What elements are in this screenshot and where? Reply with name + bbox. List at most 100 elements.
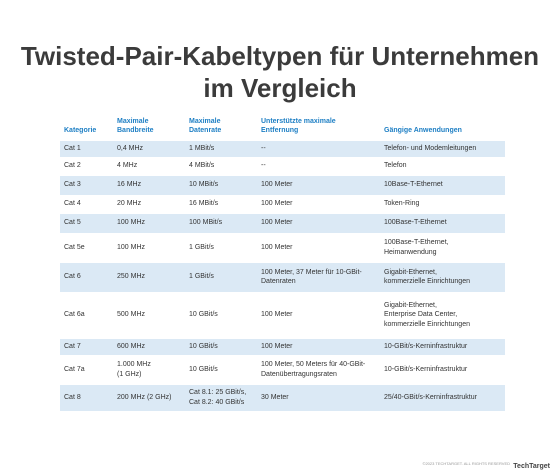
logo: TechTarget [513, 463, 550, 470]
cell-line: Datenrate [189, 127, 222, 134]
table-cell: 10-GBit/s-Kerninfrastruktur [380, 338, 505, 355]
cell-line: Enterprise Data Center, [384, 311, 458, 319]
table-cell: 100 Meter [261, 200, 293, 208]
table-cell: 1.000 MHz (1 GHz) [113, 355, 185, 384]
table-cell: 25/40-GBit/s-Kerninfrastruktur [380, 384, 505, 411]
column-header: Unterstützte maximale Entfernung [257, 112, 380, 140]
table-cell: 1 GBit/s [189, 243, 214, 251]
table-cell: 1 MBit/s [185, 140, 257, 157]
table-row: Cat 6a 500 MHz 10 GBit/s 100 Meter Gigabit-E… [60, 292, 505, 338]
column-header: Gängige Anwendungen [384, 127, 462, 134]
table-cell: 0,4 MHz [113, 140, 185, 157]
table-cell: 100Base-T-Ethernet, Heimanwendung [380, 233, 505, 262]
table-cell: 100 Meter [257, 175, 380, 195]
table-cell: 16 MBit/s [189, 200, 219, 208]
cell-line: Gigabit-Ethernet, [384, 301, 437, 309]
table-row: Cat 3 16 MHz 10 MBit/s 100 Meter 10Base-T-Et… [60, 175, 505, 195]
header-row: Kategorie Maximale Bandbreite Maximale Daten… [60, 112, 505, 140]
cell-line: 1.000 MHz [117, 361, 151, 368]
table-cell: Cat 6a [64, 311, 85, 319]
cell-line: Heimanwendung [384, 248, 437, 256]
table-cell: 10 GBit/s [185, 338, 257, 355]
table-cell: Token-Ring [384, 200, 420, 208]
cell-line: 100 Meter, 50 Meters für 40-GBit- [261, 361, 366, 368]
table-row: Cat 8 200 MHz (2 GHz) Cat 8.1: 25 GBit/s, C… [60, 384, 505, 411]
column-header: Kategorie [64, 127, 97, 134]
table-cell: Telefon [384, 162, 407, 170]
cell-line: Datenraten [261, 278, 296, 285]
table-cell: 30 Meter [257, 384, 380, 411]
table-cell: 10Base-T-Ethernet [380, 175, 505, 195]
cell-line: Unterstützte maximale [261, 117, 336, 125]
title-line: im Vergleich [203, 73, 357, 103]
table-row: Cat 1 0,4 MHz 1 MBit/s -- Telefon- und Modem… [60, 140, 505, 157]
table-cell: 10-GBit/s-Kerninfrastruktur [384, 365, 468, 373]
table-cell: 100 Meter [261, 311, 293, 319]
table-row: Cat 5e 100 MHz 1 GBit/s 100 Meter 100Base-T-… [60, 233, 505, 262]
table-cell: 100 Meter [257, 338, 380, 355]
table-cell: 1 GBit/s [185, 262, 257, 292]
table-cell: Cat 3 [60, 175, 113, 195]
cell-line: 100Base-T-Ethernet, [384, 239, 449, 246]
table: Kategorie Maximale Bandbreite Maximale Daten… [60, 112, 505, 411]
cell-line: 100 Meter, 37 Meter für 10-GBit- [261, 268, 362, 276]
cell-line: Cat 8.1: 25 GBit/s, [189, 389, 247, 397]
table-cell: 250 MHz [113, 262, 185, 292]
table-cell: 10 GBit/s [189, 365, 218, 373]
table-cell: Cat 2 [64, 162, 81, 170]
cell-line: Maximale [117, 117, 149, 125]
cell-line: Cat 8.2: 40 GBit/s [189, 398, 245, 406]
table-cell: Cat 8.1: 25 GBit/s, Cat 8.2: 40 GBit/s [185, 384, 257, 411]
table-row: Cat 7a 1.000 MHz (1 GHz) 10 GBit/s 100 Meter… [60, 355, 505, 384]
table-cell: 10 GBit/s [189, 311, 218, 319]
table-row: Cat 6 250 MHz 1 GBit/s 100 Meter, 37 Meter … [60, 262, 505, 292]
table-cell: Gigabit-Ethernet, kommerzielle Einrichtun… [380, 262, 505, 292]
table-cell: 500 MHz [117, 311, 146, 319]
table-cell: 100 Meter [261, 243, 293, 251]
table-cell: 100Base-T-Ethernet [380, 213, 505, 233]
table-cell: Cat 8 [60, 384, 113, 411]
column-header: Maximale Bandbreite [113, 112, 185, 140]
cell-line: kommerzielle Einrichtungen [384, 320, 470, 328]
table-cell: 100 MBit/s [185, 213, 257, 233]
cell-line: Bandbreite [117, 127, 154, 134]
table-cell: Cat 5e [64, 243, 85, 251]
table-cell: -- [261, 162, 266, 170]
table-cell: Cat 1 [60, 140, 113, 157]
table-row: Cat 2 4 MHz 4 MBit/s -- Telefon [60, 157, 505, 175]
cell-line: Entfernung [261, 127, 299, 134]
table-cell: 10 MBit/s [185, 175, 257, 195]
table-cell: 200 MHz (2 GHz) [113, 384, 185, 411]
table-row: Cat 4 20 MHz 16 MBit/s 100 Meter Token-Ring [60, 195, 505, 213]
table-cell: 100 MHz [117, 243, 146, 251]
table-cell: 100 MHz [113, 213, 185, 233]
copyright: ©2023 TECHTARGET. ALL RIGHTS RESERVED [422, 461, 511, 466]
table-cell: Cat 5 [60, 213, 113, 233]
title: Twisted-Pair-Kabeltypen für Unternehmen … [0, 40, 560, 104]
cell-line: Gigabit-Ethernet, [384, 268, 437, 276]
table-row: Cat 5 100 MHz 100 MBit/s 100 Meter 100Base-T… [60, 213, 505, 233]
cell-line: Datenübertragungsraten [261, 370, 337, 378]
table-cell: Gigabit-Ethernet, Enterprise Data Center,… [380, 292, 505, 338]
table-cell: 600 MHz [113, 338, 185, 355]
table-cell: 100 Meter [257, 213, 380, 233]
title-line: Twisted-Pair-Kabeltypen für Unternehmen [20, 41, 540, 71]
table-cell: Cat 7a [64, 365, 85, 373]
table-cell: Cat 4 [64, 200, 81, 208]
cell-line: Maximale [189, 117, 221, 125]
table-cell: Cat 6 [60, 262, 113, 292]
table-cell: 20 MHz [117, 200, 142, 208]
cell-line: kommerzielle Einrichtungen [384, 278, 470, 285]
table-cell: Cat 7 [60, 338, 113, 355]
table-row: Cat 7 600 MHz 10 GBit/s 100 Meter 10-GBit/s-… [60, 338, 505, 355]
table-cell: 100 Meter, 37 Meter für 10-GBit- Datenrat… [257, 262, 380, 292]
table-cell: -- [257, 140, 380, 157]
table-cell: 4 MBit/s [189, 162, 215, 170]
table-cell: Telefon- und Modemleitungen [380, 140, 505, 157]
table-cell: 4 MHz [117, 162, 138, 170]
table-cell: 100 Meter, 50 Meters für 40-GBit- Datenüb… [257, 355, 380, 384]
table-cell: 16 MHz [113, 175, 185, 195]
cell-line: (1 GHz) [117, 370, 142, 378]
column-header: Maximale Datenrate [185, 112, 257, 140]
